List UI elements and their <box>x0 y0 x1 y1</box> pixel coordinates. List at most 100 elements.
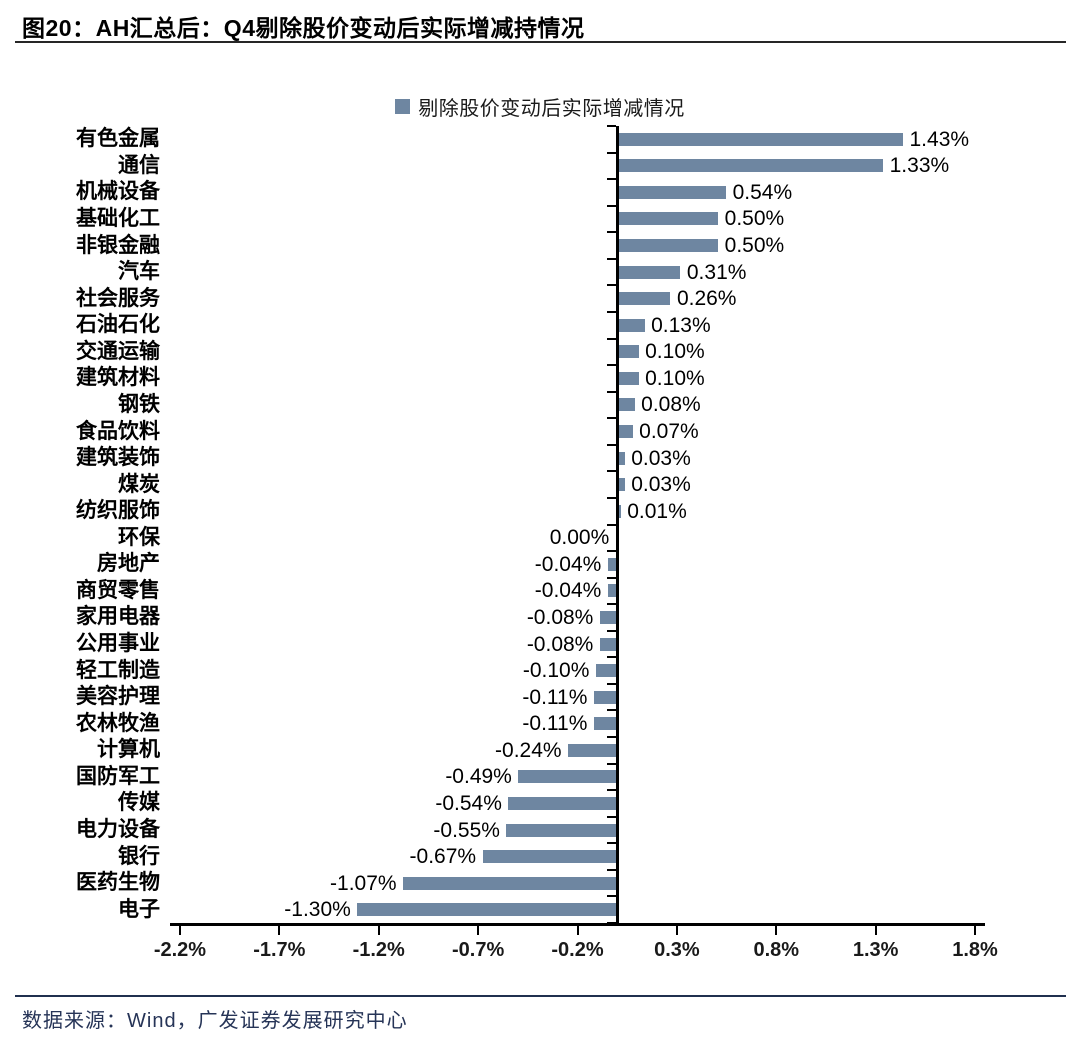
bar <box>618 265 681 279</box>
y-axis-tick <box>606 204 616 207</box>
category-label: 商贸零售 <box>76 578 160 602</box>
y-axis-tick <box>606 151 616 154</box>
x-axis-tick <box>377 926 380 935</box>
y-axis-tick <box>606 736 616 739</box>
x-axis-tick <box>278 926 281 935</box>
category-label: 传媒 <box>118 791 160 815</box>
bar <box>508 796 616 810</box>
bar <box>618 212 719 226</box>
value-label: -0.55% <box>433 818 500 842</box>
bar <box>568 743 616 757</box>
value-label: -0.08% <box>526 605 594 629</box>
x-axis <box>170 923 985 926</box>
bar <box>618 239 719 253</box>
category-label: 医药生物 <box>76 871 160 895</box>
category-label: 食品饮料 <box>76 419 160 443</box>
x-tick-label: -1.7% <box>253 939 306 961</box>
bar <box>593 717 616 731</box>
category-label: 汽车 <box>118 260 160 284</box>
y-axis-tick <box>606 629 616 632</box>
y-axis-tick <box>606 868 616 871</box>
category-label: 房地产 <box>97 552 160 576</box>
legend-swatch-icon <box>395 99 411 114</box>
y-axis-tick <box>606 762 616 765</box>
category-label: 电子 <box>118 897 160 921</box>
x-tick-label: 1.8% <box>952 939 998 961</box>
x-axis-tick <box>178 926 181 935</box>
bar <box>607 557 616 571</box>
y-axis-tick <box>606 417 616 420</box>
category-label: 国防军工 <box>76 764 160 788</box>
y-axis-tick <box>606 922 616 924</box>
bar <box>599 610 616 624</box>
y-axis-tick <box>606 284 616 287</box>
y-axis-tick <box>606 257 616 260</box>
bar <box>618 478 625 492</box>
category-label: 轻工制造 <box>76 658 160 682</box>
value-label: 0.01% <box>627 499 687 523</box>
value-label: -0.11% <box>522 685 588 709</box>
y-axis-tick <box>606 231 616 234</box>
value-label: 0.50% <box>724 207 785 231</box>
bar <box>599 637 616 651</box>
y-axis <box>615 126 619 923</box>
y-axis-tick <box>606 789 616 792</box>
page-title: 图20：AH汇总后：Q4剔除股价变动后实际增减持情况 <box>22 15 585 41</box>
category-label: 非银金融 <box>76 233 160 257</box>
bar <box>618 371 639 385</box>
value-label: 0.08% <box>641 393 701 417</box>
category-label: 有色金属 <box>76 127 160 151</box>
x-tick-label: -1.2% <box>352 939 405 961</box>
category-label: 美容护理 <box>76 685 160 709</box>
y-axis-tick <box>606 364 616 367</box>
value-label: -1.07% <box>330 871 397 895</box>
category-label: 交通运输 <box>76 339 160 363</box>
bar <box>618 185 727 199</box>
bar <box>482 850 616 864</box>
y-axis-tick <box>606 337 616 340</box>
value-label: 0.03% <box>631 446 691 470</box>
value-label: -0.24% <box>495 738 562 762</box>
legend-label: 剔除股价变动后实际增减情况 <box>418 98 685 120</box>
category-label: 建筑装饰 <box>76 446 160 470</box>
x-axis-tick <box>675 926 678 935</box>
bar <box>618 318 645 332</box>
value-label: 0.10% <box>645 366 705 390</box>
x-tick-label: 0.8% <box>753 939 800 961</box>
value-label: -1.30% <box>284 898 351 922</box>
data-source-note: 数据来源：Wind，广发证券发展研究中心 <box>22 1010 408 1032</box>
value-label: -0.04% <box>534 552 602 576</box>
category-label: 煤炭 <box>118 472 160 496</box>
value-label: 1.43% <box>909 127 970 151</box>
bar <box>607 584 616 598</box>
category-label: 基础化工 <box>76 206 160 230</box>
value-label: 0.00% <box>549 526 610 550</box>
category-label: 农林牧渔 <box>76 711 160 735</box>
y-axis-tick <box>606 310 616 313</box>
y-axis-tick <box>606 178 616 181</box>
y-axis-tick <box>606 496 616 499</box>
x-axis-tick <box>874 926 877 935</box>
bar <box>506 823 616 837</box>
bar <box>518 770 616 784</box>
y-axis-tick <box>606 470 616 473</box>
bar <box>618 345 639 359</box>
footer-divider <box>15 995 1066 997</box>
value-label: -0.67% <box>409 845 477 869</box>
bar <box>618 132 903 146</box>
value-label: -0.54% <box>435 791 502 815</box>
bar <box>618 451 625 465</box>
category-label: 机械设备 <box>76 180 160 204</box>
x-tick-label: -0.7% <box>451 939 505 961</box>
x-axis-tick <box>477 926 480 935</box>
y-axis-tick <box>606 815 616 818</box>
bar <box>403 876 616 890</box>
value-label: 0.13% <box>651 313 711 337</box>
value-label: 1.33% <box>889 154 950 178</box>
value-label: -0.11% <box>522 712 588 736</box>
bar <box>618 159 884 173</box>
value-label: 0.10% <box>645 340 705 364</box>
bar <box>357 903 616 917</box>
